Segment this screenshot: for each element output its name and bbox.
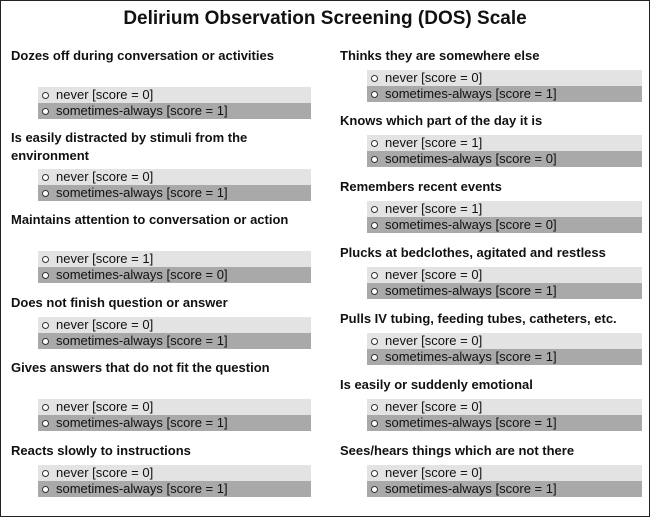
radio-icon[interactable] [42,485,49,493]
option-label: never [score = 1] [385,135,483,150]
option-label: sometimes-always [score = 0] [385,217,557,232]
radio-icon[interactable] [371,353,378,361]
option-sometimes-always[interactable]: sometimes-always [score = 1] [38,103,311,119]
option-label: never [score = 0] [56,87,154,102]
radio-icon[interactable] [371,485,378,493]
option-sometimes-always[interactable]: sometimes-always [score = 1] [38,333,311,349]
option-sometimes-always[interactable]: sometimes-always [score = 0] [38,267,311,283]
radio-icon[interactable] [371,337,378,345]
radio-icon[interactable] [42,403,49,411]
question-pulls-iv-tubing: Pulls IV tubing, feeding tubes, catheter… [340,311,617,326]
option-label: sometimes-always [score = 1] [56,481,228,496]
option-label: sometimes-always [score = 1] [385,349,557,364]
option-label: sometimes-always [score = 1] [56,333,228,348]
option-label: never [score = 1] [56,251,154,266]
option-sometimes-always[interactable]: sometimes-always [score = 0] [367,151,642,167]
question-maintains-attention: Maintains attention to conversation or a… [11,212,289,227]
option-sometimes-always[interactable]: sometimes-always [score = 1] [367,349,642,365]
option-label: sometimes-always [score = 1] [385,415,557,430]
option-sometimes-always[interactable]: sometimes-always [score = 1] [367,86,642,102]
radio-icon[interactable] [371,205,378,213]
option-label: sometimes-always [score = 1] [385,481,557,496]
radio-icon[interactable] [42,189,49,197]
option-sometimes-always[interactable]: sometimes-always [score = 1] [38,481,311,497]
radio-icon[interactable] [371,469,378,477]
question-recent-events: Remembers recent events [340,179,502,194]
radio-icon[interactable] [42,271,49,279]
option-label: never [score = 0] [56,169,154,184]
radio-icon[interactable] [371,419,378,427]
option-label: never [score = 0] [385,267,483,282]
option-label: sometimes-always [score = 1] [56,415,228,430]
radio-icon[interactable] [371,403,378,411]
page-title: Delirium Observation Screening (DOS) Sca… [123,8,527,29]
option-label: sometimes-always [score = 1] [385,86,557,101]
option-never[interactable]: never [score = 0] [38,169,311,185]
radio-icon[interactable] [42,255,49,263]
option-never[interactable]: never [score = 0] [367,399,642,415]
option-sometimes-always[interactable]: sometimes-always [score = 1] [367,481,642,497]
option-never[interactable]: never [score = 0] [367,465,642,481]
radio-icon[interactable] [371,139,378,147]
option-never[interactable]: never [score = 1] [367,201,642,217]
option-label: never [score = 0] [385,70,483,85]
question-dozes-off: Dozes off during conversation or activit… [11,48,274,63]
question-plucks-at-bedclothes: Plucks at bedclothes, agitated and restl… [340,245,606,260]
option-label: never [score = 0] [56,465,154,480]
option-sometimes-always[interactable]: sometimes-always [score = 1] [38,415,311,431]
radio-icon[interactable] [371,90,378,98]
option-never[interactable]: never [score = 0] [38,399,311,415]
option-sometimes-always[interactable]: sometimes-always [score = 1] [38,185,311,201]
radio-icon[interactable] [371,271,378,279]
question-part-of-day: Knows which part of the day it is [340,113,543,128]
radio-icon[interactable] [371,221,378,229]
option-never[interactable]: never [score = 0] [367,70,642,86]
question-sees-hears-things: Sees/hears things which are not there [340,443,575,458]
option-label: sometimes-always [score = 1] [385,283,557,298]
option-never[interactable]: never [score = 0] [38,87,311,103]
option-sometimes-always[interactable]: sometimes-always [score = 1] [367,415,642,431]
option-never[interactable]: never [score = 1] [367,135,642,151]
option-label: sometimes-always [score = 0] [385,151,557,166]
question-distracted: Is easily distracted by stimuli from the… [11,130,248,163]
option-never[interactable]: never [score = 0] [38,317,311,333]
radio-icon[interactable] [42,469,49,477]
question-somewhere-else: Thinks they are somewhere else [340,48,540,63]
radio-icon[interactable] [371,155,378,163]
radio-icon[interactable] [42,321,49,329]
option-never[interactable]: never [score = 0] [367,267,642,283]
option-never[interactable]: never [score = 0] [38,465,311,481]
option-label: never [score = 0] [385,465,483,480]
question-does-not-finish: Does not finish question or answer [11,295,228,310]
option-label: never [score = 0] [385,399,483,414]
question-answers-do-not-fit: Gives answers that do not fit the questi… [11,360,270,375]
radio-icon[interactable] [371,74,378,82]
option-label: never [score = 0] [56,317,154,332]
option-sometimes-always[interactable]: sometimes-always [score = 1] [367,283,642,299]
question-reacts-slowly: Reacts slowly to instructions [11,443,191,458]
radio-icon[interactable] [42,337,49,345]
option-label: sometimes-always [score = 0] [56,267,228,282]
option-label: sometimes-always [score = 1] [56,185,228,200]
radio-icon[interactable] [42,107,49,115]
question-easily-emotional: Is easily or suddenly emotional [340,377,533,392]
option-label: never [score = 0] [56,399,154,414]
option-sometimes-always[interactable]: sometimes-always [score = 0] [367,217,642,233]
radio-icon[interactable] [42,173,49,181]
radio-icon[interactable] [42,91,49,99]
option-label: never [score = 1] [385,201,483,216]
option-label: sometimes-always [score = 1] [56,103,228,118]
option-never[interactable]: never [score = 0] [367,333,642,349]
option-never[interactable]: never [score = 1] [38,251,311,267]
radio-icon[interactable] [371,287,378,295]
radio-icon[interactable] [42,419,49,427]
option-label: never [score = 0] [385,333,483,348]
